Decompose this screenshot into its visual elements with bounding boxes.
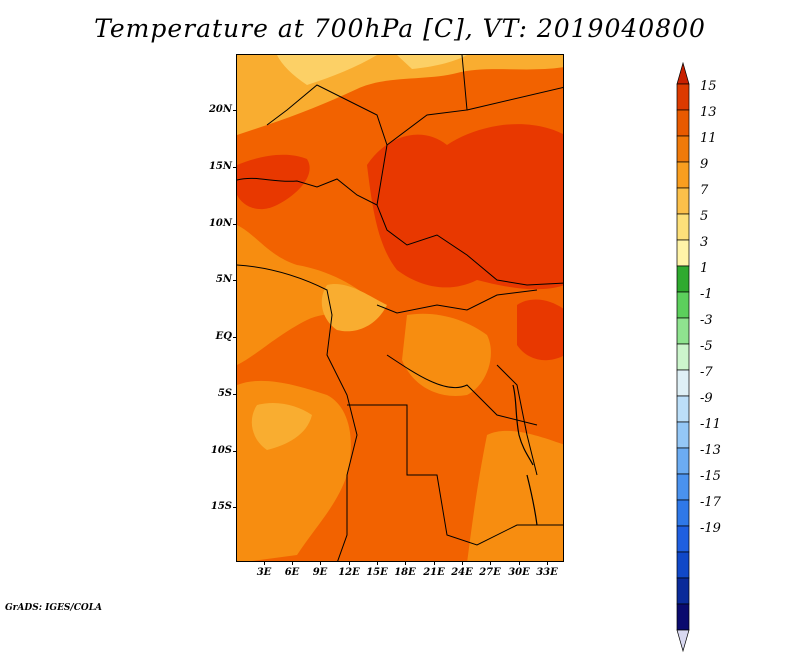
lon-tick xyxy=(377,561,378,565)
lat-label-10s: 10S xyxy=(210,445,232,456)
colorbar-segment xyxy=(676,109,690,137)
colorbar-label: 9 xyxy=(700,157,709,172)
map-panel xyxy=(236,54,564,562)
lon-tick xyxy=(405,561,406,565)
colorbar-label: -15 xyxy=(700,469,721,484)
lon-label-30e: 30E xyxy=(508,567,530,578)
field-13-15-rift xyxy=(517,299,563,361)
colorbar-segment xyxy=(676,395,690,423)
colorbar-label: 5 xyxy=(700,209,709,224)
grads-credit: GrADS: IGES/COLA xyxy=(5,603,103,613)
lon-label-18e: 18E xyxy=(394,567,416,578)
colorbar-segment xyxy=(676,135,690,163)
colorbar-segment xyxy=(676,421,690,449)
field-9-11-west xyxy=(237,225,377,365)
colorbar-label: 15 xyxy=(700,79,717,94)
lat-label-5s: 5S xyxy=(217,388,232,399)
lon-label-27e: 27E xyxy=(479,567,501,578)
colorbar-segment xyxy=(676,603,690,631)
lat-label-15s: 15S xyxy=(210,501,232,512)
lon-tick xyxy=(462,561,463,565)
lat-tick xyxy=(233,110,237,111)
lat-tick xyxy=(233,224,237,225)
lon-tick xyxy=(264,561,265,565)
lat-label-20n: 20N xyxy=(208,104,232,115)
lon-label-3e: 3E xyxy=(256,567,272,578)
colorbar-segment xyxy=(676,369,690,397)
lon-label-15e: 15E xyxy=(366,567,388,578)
colorbar-segment xyxy=(676,83,690,111)
lon-tick xyxy=(320,561,321,565)
colorbar-segment xyxy=(676,629,690,653)
colorbar-segment xyxy=(676,551,690,579)
colorbar-segment xyxy=(676,265,690,293)
field-13-15-west xyxy=(237,154,310,210)
lat-label-15n: 15N xyxy=(208,161,232,172)
lon-label-12e: 12E xyxy=(338,567,360,578)
field-7-9-gulf xyxy=(321,284,387,332)
colorbar-label: -17 xyxy=(700,495,721,510)
lon-label-21e: 21E xyxy=(423,567,445,578)
lon-tick xyxy=(519,561,520,565)
lon-tick xyxy=(490,561,491,565)
colorbar-segment xyxy=(676,525,690,553)
colorbar xyxy=(676,62,690,653)
lon-tick xyxy=(292,561,293,565)
field-7-9-southwest xyxy=(251,403,312,450)
colorbar-label: -9 xyxy=(700,391,713,406)
colorbar-label: -1 xyxy=(700,287,713,302)
colorbar-segment xyxy=(676,213,690,241)
colorbar-segment xyxy=(676,473,690,501)
lat-tick xyxy=(233,337,237,338)
colorbar-label: 13 xyxy=(700,105,717,120)
colorbar-segment xyxy=(676,62,690,85)
colorbar-label: -11 xyxy=(700,417,721,432)
lat-tick xyxy=(233,280,237,281)
lat-label-eq: EQ xyxy=(215,331,232,342)
lon-label-9e: 9E xyxy=(312,567,328,578)
lat-label-5n: 5N xyxy=(215,274,232,285)
field-5-7-north xyxy=(277,55,377,85)
lat-tick xyxy=(233,394,237,395)
colorbar-segment xyxy=(676,499,690,527)
colorbar-label: 1 xyxy=(700,261,709,276)
lat-tick xyxy=(233,167,237,168)
lake-malawi xyxy=(526,474,538,526)
colorbar-segment xyxy=(676,187,690,215)
lon-label-6e: 6E xyxy=(284,567,300,578)
lat-tick xyxy=(233,507,237,508)
colorbar-label: -13 xyxy=(700,443,721,458)
lon-tick xyxy=(547,561,548,565)
colorbar-segment xyxy=(676,161,690,189)
colorbar-label: -5 xyxy=(700,339,713,354)
lake-tanganyika xyxy=(512,384,534,466)
field-13-15-core xyxy=(367,124,563,290)
colorbar-label: 11 xyxy=(700,131,717,146)
colorbar-segment xyxy=(676,239,690,267)
lat-label-10n: 10N xyxy=(208,218,232,229)
field-9-11-east xyxy=(467,430,563,561)
colorbar-label: -7 xyxy=(700,365,713,380)
colorbar-segment xyxy=(676,577,690,605)
colorbar-segment xyxy=(676,291,690,319)
colorbar-segment xyxy=(676,317,690,345)
lon-tick xyxy=(434,561,435,565)
colorbar-segment xyxy=(676,447,690,475)
lon-label-33e: 33E xyxy=(536,567,558,578)
lon-label-24e: 24E xyxy=(451,567,473,578)
field-5-7-north-b xyxy=(397,55,467,69)
lon-tick xyxy=(349,561,350,565)
colorbar-label: 7 xyxy=(700,183,709,198)
country-borders xyxy=(237,55,563,561)
temperature-field xyxy=(237,55,563,561)
colorbar-label: -3 xyxy=(700,313,713,328)
colorbar-label: 3 xyxy=(700,235,709,250)
field-9-11-congo xyxy=(402,313,491,396)
colorbar-label: -19 xyxy=(700,521,721,536)
map-title: Temperature at 700hPa [C], VT: 201904080… xyxy=(94,14,706,43)
colorbar-segment xyxy=(676,343,690,371)
lat-tick xyxy=(233,451,237,452)
